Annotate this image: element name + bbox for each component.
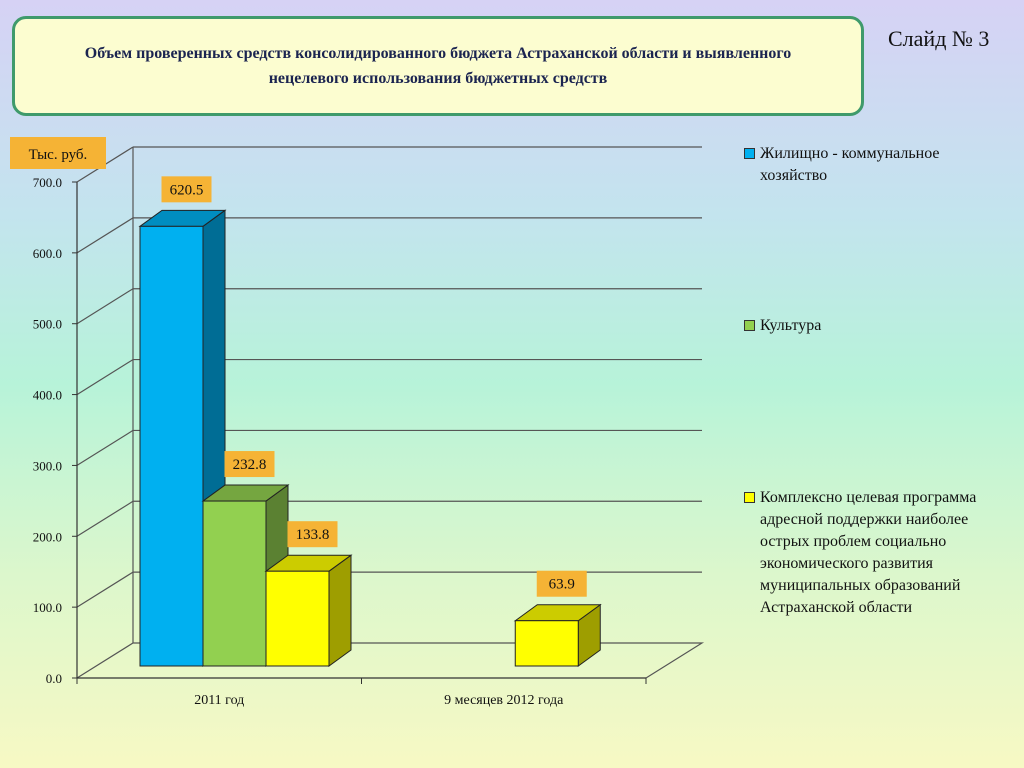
y-tick-label: 700.0	[33, 175, 62, 190]
unit-label-group: Тыс. руб.	[10, 137, 106, 169]
title-box: Объем проверенных средств консолидирован…	[12, 16, 864, 116]
gridline-side	[76, 217, 134, 254]
x-category-label: 2011 год	[194, 693, 244, 708]
data-label-bg	[224, 451, 275, 478]
bar-2-0	[264, 554, 353, 667]
data-label: 133.8	[287, 521, 338, 548]
legend-swatch	[744, 492, 755, 503]
data-label-text: 232.8	[233, 457, 267, 473]
chart-walls	[76, 642, 705, 679]
bar-front	[139, 225, 204, 667]
gridline-side	[76, 429, 134, 466]
bar-side	[328, 554, 352, 667]
gridline-side	[76, 359, 134, 396]
legend-swatch	[744, 148, 755, 159]
data-label-text: 63.9	[549, 577, 575, 593]
data-label: 232.8	[224, 451, 275, 478]
data-label-bg	[287, 521, 338, 548]
bar-front	[202, 500, 267, 667]
y-tick-label: 200.0	[33, 529, 62, 544]
y-tick-label: 100.0	[33, 600, 62, 615]
unit-label-bg	[10, 137, 106, 169]
slide-title: Объем проверенных средств консолидирован…	[84, 45, 792, 87]
y-tick-label: 500.0	[33, 317, 62, 332]
data-label: 63.9	[536, 570, 587, 597]
y-tick-label: 400.0	[33, 388, 62, 403]
data-label-text: 620.5	[170, 182, 204, 198]
bar-2-1	[513, 603, 602, 667]
x-category-label: 9 месяцев 2012 года	[444, 693, 564, 708]
unit-label: Тыс. руб.	[29, 147, 88, 163]
legend-label: Комплексно целевая программа адресной по…	[760, 489, 977, 616]
bar-front	[265, 570, 330, 667]
data-labels: 620.5 232.8 133.8 63.9	[161, 176, 587, 597]
data-label-text: 133.8	[296, 527, 330, 543]
gridline-side	[76, 571, 134, 608]
y-tick-label: 300.0	[33, 458, 62, 473]
legend-label: Жилищно - коммунальное хозяйство	[760, 145, 940, 184]
data-label-bg	[536, 570, 587, 597]
legend-label: Культура	[760, 317, 822, 334]
chart-bars	[138, 209, 602, 667]
legend-swatch	[744, 320, 755, 331]
bar-front	[514, 620, 579, 667]
gridline-side	[76, 500, 134, 537]
data-label-bg	[161, 176, 212, 203]
y-tick-labels: 0.0 100.0 200.0 300.0 400.0 500.0 600.0 700.0	[33, 175, 77, 686]
chart-floor	[76, 642, 705, 679]
slide-number: Слайд № 3	[888, 26, 990, 51]
gridline-side	[76, 288, 134, 325]
y-tick-label: 0.0	[46, 671, 62, 686]
x-category-labels: 2011 год 9 месяцев 2012 года	[76, 678, 647, 708]
y-tick-label: 600.0	[33, 246, 62, 261]
data-label: 620.5	[161, 176, 212, 203]
